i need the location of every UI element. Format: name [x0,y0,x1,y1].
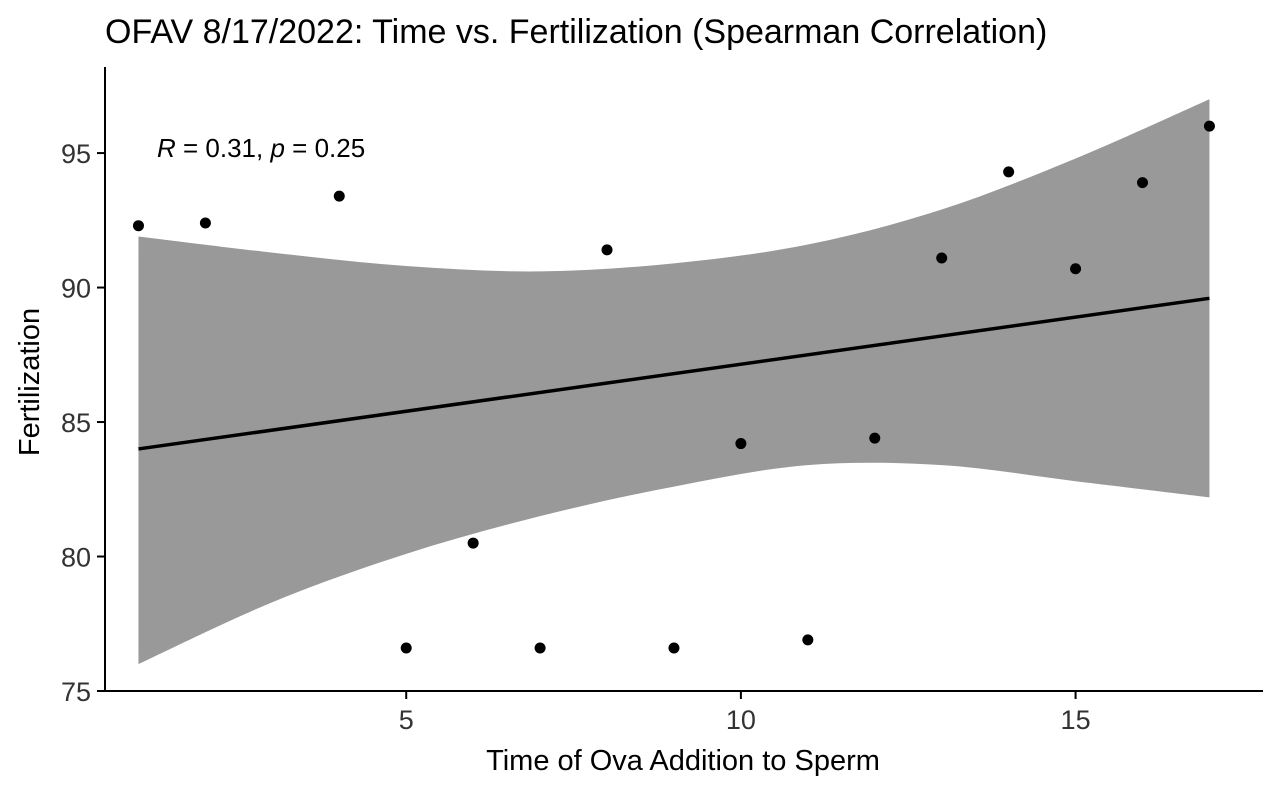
chart-title: OFAV 8/17/2022: Time vs. Fertilization (… [105,13,1047,51]
data-point [1137,177,1149,189]
x-tick-label: 15 [1061,705,1091,735]
data-point [400,642,412,654]
x-tick-label: 10 [726,705,756,735]
axes [104,67,1263,692]
data-point [1003,166,1015,178]
annotation-r-symbol: R [157,133,176,163]
data-point [668,642,680,654]
data-point [802,634,814,646]
annotation-p-value: = 0.25 [285,133,365,163]
fit-line-layer [138,296,1210,451]
y-tick-label: 80 [61,543,91,573]
data-point [199,217,211,229]
data-point [1203,120,1215,132]
y-tick-label: 95 [61,139,91,169]
data-point [936,252,948,264]
y-axis-label: Fertilization [14,308,46,456]
y-tick-label: 75 [61,677,91,707]
y-tick-label: 85 [61,408,91,438]
data-point [869,432,881,444]
y-axis-ticks: 75 80 85 90 95 [61,139,105,707]
regression-line [138,296,1210,451]
data-point [735,438,747,450]
correlation-annotation: R = 0.31, p = 0.25 [157,133,365,163]
data-point [534,642,546,654]
data-point [132,220,144,232]
confidence-band-layer [138,99,1210,665]
confidence-band [138,99,1210,665]
x-axis-label: Time of Ova Addition to Sperm [486,745,880,777]
y-tick-label: 90 [61,274,91,304]
data-point [1070,263,1082,275]
data-points-layer [132,120,1215,654]
annotation-p-symbol: p [269,133,284,163]
annotation-r-value: = 0.31, [176,133,271,163]
data-point [467,537,479,549]
x-tick-label: 5 [399,705,414,735]
x-axis-ticks: 5 10 15 [399,691,1091,735]
data-point [333,190,345,202]
data-point [601,244,613,256]
